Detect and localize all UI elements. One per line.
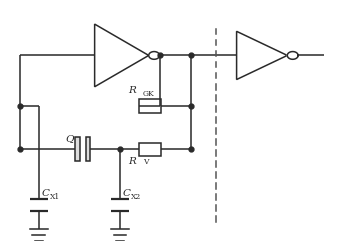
Text: Q: Q (65, 134, 74, 143)
Polygon shape (287, 52, 298, 59)
Text: R: R (128, 157, 136, 166)
Bar (86, 137, 90, 161)
Text: GK: GK (143, 90, 154, 98)
Bar (139, 99, 161, 113)
Text: V: V (143, 159, 148, 167)
Bar (75, 137, 80, 161)
Bar (139, 143, 161, 156)
Text: X1: X1 (50, 193, 60, 201)
Text: R: R (128, 86, 136, 94)
Text: X2: X2 (131, 193, 141, 201)
Polygon shape (149, 52, 160, 59)
Text: C: C (123, 189, 131, 198)
Text: C: C (42, 189, 50, 198)
